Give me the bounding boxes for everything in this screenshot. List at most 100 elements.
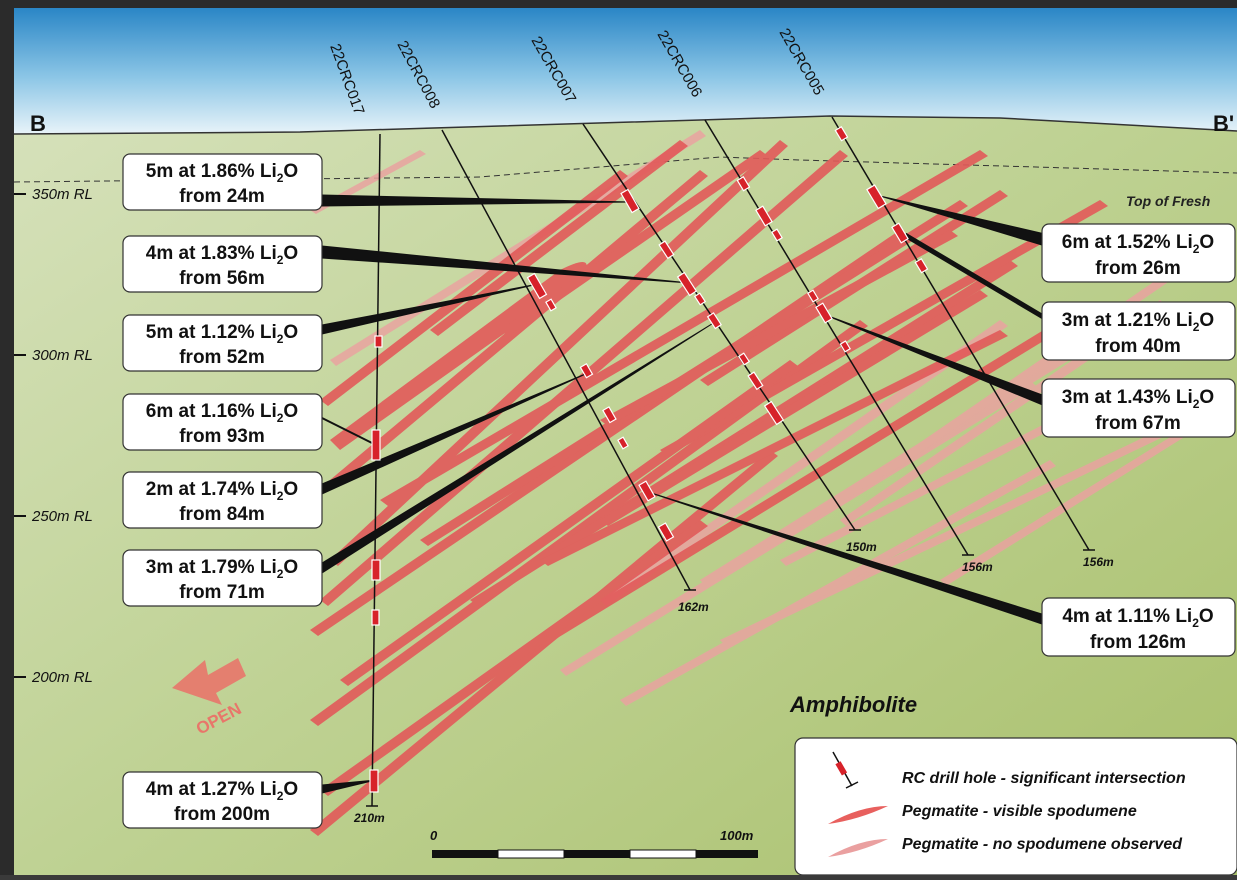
callout-box: 5m at 1.12% Li2O from 52m xyxy=(122,314,323,372)
scale-start: 0 xyxy=(430,828,438,843)
no-spodumene-legend-swatch xyxy=(828,839,888,857)
callout-from: from 67m xyxy=(1095,413,1181,434)
callout-tail: O xyxy=(283,401,298,422)
callout-grade: 4m at 1.83% Li xyxy=(146,243,277,264)
svg-text:3m at 1.21% Li2O: 3m at 1.21% Li2O xyxy=(1062,310,1214,334)
callout-subscript: 2 xyxy=(1193,242,1200,256)
callout-subscript: 2 xyxy=(277,789,284,803)
callout-subscript: 2 xyxy=(277,411,284,425)
svg-text:4m at 1.11% Li2O: 4m at 1.11% Li2O xyxy=(1062,606,1213,630)
svg-text:3m at 1.43% Li2O: 3m at 1.43% Li2O xyxy=(1062,387,1214,411)
svg-text:6m at 1.52% Li2O: 6m at 1.52% Li2O xyxy=(1062,232,1214,256)
callout-grade: 5m at 1.86% Li xyxy=(146,161,277,182)
topography-line xyxy=(13,115,1237,135)
callout-box: 2m at 1.74% Li2O from 84m xyxy=(122,471,323,529)
callout-from: from 200m xyxy=(174,804,270,825)
callout-from: from 126m xyxy=(1090,632,1186,653)
callout-box: 3m at 1.43% Li2O from 67m xyxy=(1041,378,1236,438)
callout-box: 6m at 1.16% Li2O from 93m xyxy=(122,393,323,451)
callout-grade: 5m at 1.12% Li xyxy=(146,322,277,343)
hole-end-ticks xyxy=(366,529,1095,807)
callout-grade: 2m at 1.74% Li xyxy=(146,479,277,500)
callout-box: 6m at 1.52% Li2O from 26m xyxy=(1041,223,1236,283)
callout-tail: O xyxy=(283,322,298,343)
sky xyxy=(14,8,1237,134)
callout-from: from 26m xyxy=(1095,258,1181,279)
hole-22crc006-trace xyxy=(704,119,969,556)
legend-no-spodumene-label: Pegmatite - no spodumene observed xyxy=(902,836,1183,853)
callout-subscript: 2 xyxy=(277,332,284,346)
callout-from: from 56m xyxy=(179,268,265,289)
left-callouts: 5m at 1.86% Li2O from 24m 4m at 1.83% Li… xyxy=(122,153,323,829)
callout-tail: O xyxy=(1199,232,1214,253)
callout-box: 3m at 1.21% Li2O from 40m xyxy=(1041,301,1236,361)
callout-grade: 3m at 1.43% Li xyxy=(1062,387,1193,408)
section-label-b: B xyxy=(30,111,46,136)
callout-tail: O xyxy=(283,779,298,800)
rl-label-250: 250m RL xyxy=(31,508,93,525)
callout-from: from 40m xyxy=(1095,336,1181,357)
intersections xyxy=(369,125,929,793)
callout-tail: O xyxy=(283,243,298,264)
callout-box: 3m at 1.79% Li2O from 71m xyxy=(122,549,323,607)
callout-from: from 52m xyxy=(179,347,265,368)
scale-end: 100m xyxy=(720,828,754,843)
rl-label-350: 350m RL xyxy=(32,186,93,203)
spodumene-legend-swatch xyxy=(828,806,888,824)
hole-22crc017-trace xyxy=(371,133,381,807)
hole-22crc008-trace xyxy=(441,129,691,591)
hole-depth-22crc007: 150m xyxy=(846,540,877,554)
callout-grade: 4m at 1.11% Li xyxy=(1062,606,1192,627)
callout-subscript: 2 xyxy=(277,171,284,185)
svg-text:2m at 1.74% Li2O: 2m at 1.74% Li2O xyxy=(146,479,298,503)
rock-unit-label: Amphibolite xyxy=(789,692,917,717)
callout-tail: O xyxy=(1199,387,1214,408)
callout-grade: 6m at 1.52% Li xyxy=(1062,232,1193,253)
callout-subscript: 2 xyxy=(1192,616,1199,630)
callout-from: from 84m xyxy=(179,504,265,525)
legend: RC drill hole - significant intersection… xyxy=(794,737,1237,876)
callout-from: from 71m xyxy=(179,582,265,603)
callout-tail: O xyxy=(1199,606,1214,627)
drill-hole-legend-icon xyxy=(832,751,859,789)
callout-box: 5m at 1.86% Li2O from 24m xyxy=(122,153,323,211)
open-arrow-icon xyxy=(172,658,246,705)
hole-depth-22crc006: 156m xyxy=(962,560,993,574)
legend-spodumene-label: Pegmatite - visible spodumene xyxy=(902,803,1137,820)
leader-lines xyxy=(321,194,1047,794)
callout-subscript: 2 xyxy=(277,253,284,267)
svg-text:5m at 1.12% Li2O: 5m at 1.12% Li2O xyxy=(146,322,298,346)
callout-subscript: 2 xyxy=(277,489,284,503)
right-callouts: 6m at 1.52% Li2O from 26m 3m at 1.21% Li… xyxy=(1041,223,1236,657)
svg-text:3m at 1.79% Li2O: 3m at 1.79% Li2O xyxy=(146,557,298,581)
callout-box: 4m at 1.83% Li2O from 56m xyxy=(122,235,323,293)
callout-box: 4m at 1.11% Li2O from 126m xyxy=(1041,597,1236,657)
top-of-fresh-label: Top of Fresh xyxy=(1126,193,1210,209)
rl-label-200: 200m RL xyxy=(31,669,93,686)
svg-text:4m at 1.83% Li2O: 4m at 1.83% Li2O xyxy=(146,243,298,267)
scale-bar: 0 100m xyxy=(430,828,758,859)
top-of-fresh-line xyxy=(13,156,1237,183)
callout-from: from 93m xyxy=(179,426,265,447)
legend-drill-hole-label: RC drill hole - significant intersection xyxy=(902,770,1186,787)
hole-depth-22crc005: 156m xyxy=(1083,555,1114,569)
callout-from: from 24m xyxy=(179,186,265,207)
svg-text:5m at 1.86% Li2O: 5m at 1.86% Li2O xyxy=(146,161,298,185)
callout-grade: 3m at 1.79% Li xyxy=(146,557,277,578)
svg-text:6m at 1.16% Li2O: 6m at 1.16% Li2O xyxy=(146,401,298,425)
callout-subscript: 2 xyxy=(277,567,284,581)
callout-tail: O xyxy=(283,557,298,578)
hole-depth-22crc008: 162m xyxy=(678,600,709,614)
callout-grade: 3m at 1.21% Li xyxy=(1062,310,1193,331)
callout-tail: O xyxy=(283,161,298,182)
callout-grade: 4m at 1.27% Li xyxy=(146,779,277,800)
callout-box: 4m at 1.27% Li2O from 200m xyxy=(122,771,323,829)
callout-subscript: 2 xyxy=(1193,397,1200,411)
rl-ticks xyxy=(14,193,26,678)
svg-text:4m at 1.27% Li2O: 4m at 1.27% Li2O xyxy=(146,779,298,803)
callout-grade: 6m at 1.16% Li xyxy=(146,401,277,422)
callout-tail: O xyxy=(1199,310,1214,331)
callout-tail: O xyxy=(283,479,298,500)
